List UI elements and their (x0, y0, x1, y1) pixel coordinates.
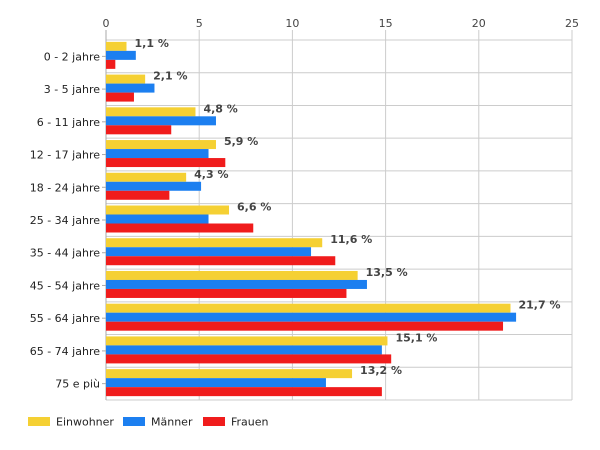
legend: Einwohner Männer Frauen (28, 416, 269, 429)
bar-frauen (106, 288, 347, 298)
bar-mnner (106, 181, 202, 191)
data-label: 13,5 % (366, 266, 408, 279)
category-label: 12 - 17 jahre (30, 149, 101, 162)
bar-mnner (106, 214, 209, 224)
x-tick-label: 15 (379, 17, 393, 30)
bar-einwohner (106, 369, 353, 379)
data-label: 5,9 % (224, 135, 258, 148)
data-labels: 1,1 % 2,1 % 4,8 % 5,9 % 4,3 % 6,6 % 11,6 % 13,5… (135, 37, 561, 377)
bar-frauen (106, 125, 172, 135)
bar-mnner (106, 247, 312, 257)
bar-einwohner (106, 238, 323, 248)
bar-mnner (106, 116, 216, 126)
category-label: 0 - 2 jahre (44, 50, 101, 63)
category-label: 25 - 34 jahre (30, 214, 101, 227)
category-label: 18 - 24 jahre (30, 181, 101, 194)
data-label: 13,2 % (360, 364, 402, 377)
bars (106, 41, 517, 397)
bar-einwohner (106, 303, 511, 313)
legend-swatch (123, 417, 145, 426)
data-label: 4,3 % (194, 168, 228, 181)
bar-frauen (106, 92, 134, 102)
data-label: 6,6 % (237, 201, 271, 214)
category-label: 35 - 44 jahre (30, 247, 101, 260)
bar-mnner (106, 279, 367, 289)
bar-frauen (106, 354, 392, 364)
x-tick-label: 25 (565, 17, 579, 30)
category-label: 3 - 5 jahre (44, 83, 101, 96)
bar-mnner (106, 83, 155, 93)
data-label: 4,8 % (203, 102, 237, 115)
bar-einwohner (106, 336, 388, 346)
legend-label: Einwohner (56, 416, 114, 429)
legend-swatch (203, 417, 225, 426)
data-label: 21,7 % (518, 299, 560, 312)
bar-mnner (106, 50, 136, 60)
bar-einwohner (106, 41, 127, 51)
bar-einwohner (106, 172, 187, 182)
bar-frauen (106, 321, 504, 331)
data-label: 1,1 % (135, 37, 169, 50)
category-label: 45 - 54 jahre (30, 279, 101, 292)
x-tick-label: 0 (103, 17, 110, 30)
category-label: 6 - 11 jahre (37, 116, 101, 129)
data-label: 2,1 % (153, 70, 187, 83)
bar-frauen (106, 256, 336, 266)
category-label: 65 - 74 jahre (30, 345, 101, 358)
legend-label: Frauen (231, 416, 269, 429)
category-labels: 0 - 2 jahre 3 - 5 jahre 6 - 11 jahre 12 - 1… (30, 50, 101, 390)
data-label: 15,1 % (395, 331, 437, 344)
data-label: 11,6 % (330, 233, 372, 246)
bar-frauen (106, 59, 116, 69)
bar-mnner (106, 312, 517, 322)
bar-mnner (106, 149, 209, 159)
category-label: 75 e più (55, 378, 100, 391)
x-axis-ticks: 0 5 10 15 20 25 (103, 17, 580, 30)
bar-einwohner (106, 270, 358, 280)
bar-frauen (106, 158, 226, 168)
bar-frauen (106, 223, 254, 233)
legend-label: Männer (151, 416, 193, 429)
bar-einwohner (106, 205, 230, 215)
bar-frauen (106, 190, 170, 200)
grid (102, 30, 573, 401)
legend-swatch (28, 417, 50, 426)
bar-frauen (106, 387, 382, 397)
x-tick-label: 5 (196, 17, 203, 30)
bar-einwohner (106, 140, 216, 150)
bar-mnner (106, 345, 382, 355)
x-tick-label: 10 (285, 17, 299, 30)
category-label: 55 - 64 jahre (30, 312, 101, 325)
bar-mnner (106, 378, 326, 388)
bar-einwohner (106, 107, 196, 117)
x-tick-label: 20 (472, 17, 486, 30)
bar-einwohner (106, 74, 146, 84)
